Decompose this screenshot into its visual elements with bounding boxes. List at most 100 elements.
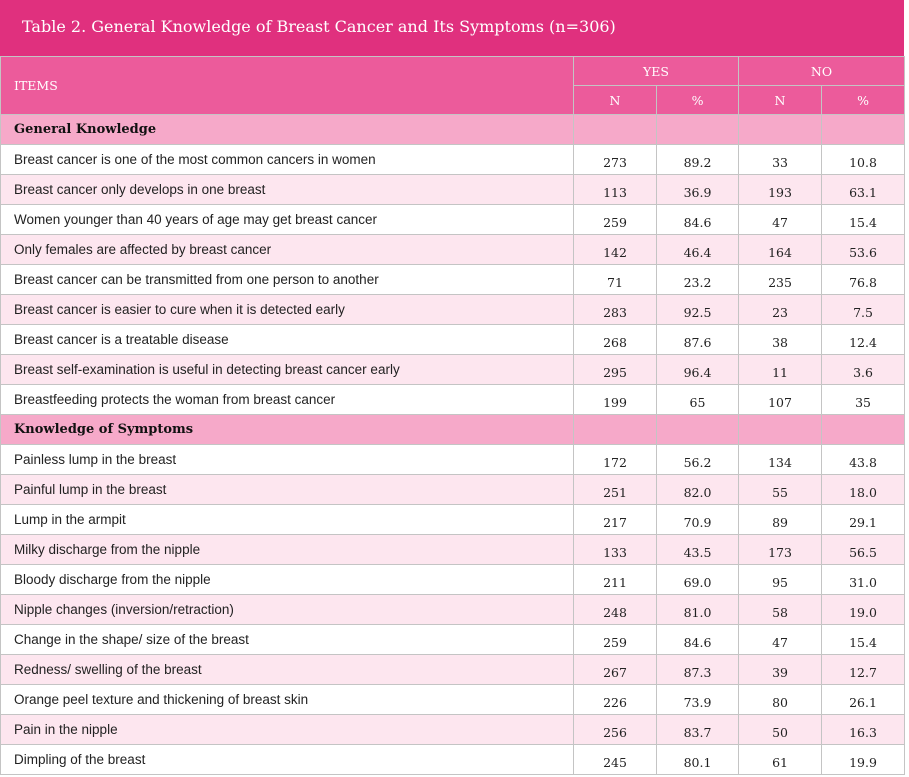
yes-pct-cell: 87.6 bbox=[655, 324, 740, 355]
header-row-1: ITEMS YES NO bbox=[0, 56, 906, 115]
no-n-cell: 164 bbox=[738, 234, 823, 265]
no-n-cell: 89 bbox=[738, 504, 823, 535]
table-row: Women younger than 40 years of age may g… bbox=[0, 204, 906, 235]
yes-n-cell: 133 bbox=[573, 534, 657, 565]
item-cell: Lump in the armpit bbox=[0, 504, 574, 535]
table-row: Breast cancer is easier to cure when it … bbox=[0, 294, 906, 325]
table-row: Bloody discharge from the nipple 211 69.0 9… bbox=[0, 564, 906, 595]
item-cell: Change in the shape/ size of the breast bbox=[0, 624, 574, 655]
item-cell: Breast cancer can be transmitted from on… bbox=[0, 264, 574, 295]
no-pct-cell: 31.0 bbox=[821, 564, 906, 595]
no-n-header: N bbox=[738, 85, 823, 115]
item-cell: Pain in the nipple bbox=[0, 714, 574, 745]
yes-n-cell: 142 bbox=[573, 234, 657, 265]
item-cell: Redness/ swelling of the breast bbox=[0, 654, 574, 685]
no-n-cell: 107 bbox=[738, 384, 823, 415]
no-pct-cell: 18.0 bbox=[821, 474, 906, 505]
section-label: General Knowledge bbox=[0, 114, 574, 145]
no-n-cell: 11 bbox=[738, 354, 823, 385]
yes-n-cell: 251 bbox=[573, 474, 657, 505]
no-pct-cell: 76.8 bbox=[821, 264, 906, 295]
table-row: Breast cancer is a treatable disease 268 8… bbox=[0, 324, 906, 355]
yes-pct-cell: 84.6 bbox=[655, 624, 740, 655]
items-header: ITEMS bbox=[0, 56, 574, 115]
item-cell: Breastfeeding protects the woman from br… bbox=[0, 384, 574, 415]
yes-pct-cell: 92.5 bbox=[655, 294, 740, 325]
yes-n-cell: 268 bbox=[573, 324, 657, 355]
yes-pct-cell: 89.2 bbox=[655, 144, 740, 175]
section-empty-cell bbox=[573, 114, 657, 145]
yes-n-cell: 245 bbox=[573, 744, 657, 775]
yes-pct-cell: 56.2 bbox=[655, 444, 740, 475]
yes-pct-cell: 70.9 bbox=[655, 504, 740, 535]
yes-pct-cell: 23.2 bbox=[655, 264, 740, 295]
yes-pct-cell: 69.0 bbox=[655, 564, 740, 595]
section-empty-cell bbox=[738, 414, 823, 445]
section-empty-cell bbox=[655, 114, 740, 145]
yes-n-cell: 199 bbox=[573, 384, 657, 415]
no-pct-cell: 3.6 bbox=[821, 354, 906, 385]
no-n-cell: 58 bbox=[738, 594, 823, 625]
yes-pct-cell: 84.6 bbox=[655, 204, 740, 235]
table-row: Milky discharge from the nipple 133 43.5 17… bbox=[0, 534, 906, 565]
yes-pct-cell: 46.4 bbox=[655, 234, 740, 265]
yes-pct-cell: 65 bbox=[655, 384, 740, 415]
yes-n-cell: 267 bbox=[573, 654, 657, 685]
item-cell: Breast cancer is one of the most common … bbox=[0, 144, 574, 175]
no-pct-cell: 29.1 bbox=[821, 504, 906, 535]
section-empty-cell bbox=[821, 414, 906, 445]
no-n-cell: 95 bbox=[738, 564, 823, 595]
table-row: Only females are affected by breast canc… bbox=[0, 234, 906, 265]
table-row: Painless lump in the breast 172 56.2 134 43.… bbox=[0, 444, 906, 475]
item-cell: Painful lump in the breast bbox=[0, 474, 574, 505]
item-cell: Orange peel texture and thickening of br… bbox=[0, 684, 574, 715]
table-row: Nipple changes (inversion/retraction) 248… bbox=[0, 594, 906, 625]
no-pct-cell: 56.5 bbox=[821, 534, 906, 565]
table-title: Table 2. General Knowledge of Breast Can… bbox=[22, 17, 616, 36]
item-cell: Bloody discharge from the nipple bbox=[0, 564, 574, 595]
section-empty-cell bbox=[821, 114, 906, 145]
item-cell: Breast cancer is easier to cure when it … bbox=[0, 294, 574, 325]
item-cell: Breast cancer only develops in one breas… bbox=[0, 174, 574, 205]
no-pct-cell: 26.1 bbox=[821, 684, 906, 715]
no-pct-cell: 53.6 bbox=[821, 234, 906, 265]
item-cell: Nipple changes (inversion/retraction) bbox=[0, 594, 574, 625]
table-row: Breastfeeding protects the woman from br… bbox=[0, 384, 906, 415]
table-row: Redness/ swelling of the breast 267 87.3 39… bbox=[0, 654, 906, 685]
no-pct-cell: 12.7 bbox=[821, 654, 906, 685]
yes-pct-cell: 82.0 bbox=[655, 474, 740, 505]
no-n-cell: 38 bbox=[738, 324, 823, 355]
no-pct-cell: 16.3 bbox=[821, 714, 906, 745]
no-pct-cell: 19.9 bbox=[821, 744, 906, 775]
yes-n-cell: 226 bbox=[573, 684, 657, 715]
table-row: Orange peel texture and thickening of br… bbox=[0, 684, 906, 715]
section-empty-cell bbox=[738, 114, 823, 145]
yes-n-cell: 172 bbox=[573, 444, 657, 475]
no-n-cell: 134 bbox=[738, 444, 823, 475]
yes-n-cell: 71 bbox=[573, 264, 657, 295]
table-body: General Knowledge Breast cancer is one of… bbox=[0, 114, 906, 775]
no-pct-cell: 10.8 bbox=[821, 144, 906, 175]
no-pct-header: % bbox=[821, 85, 906, 115]
no-header: NO bbox=[738, 56, 906, 86]
yes-pct-cell: 36.9 bbox=[655, 174, 740, 205]
no-pct-cell: 12.4 bbox=[821, 324, 906, 355]
yes-pct-cell: 96.4 bbox=[655, 354, 740, 385]
yes-pct-header: % bbox=[655, 85, 740, 115]
item-cell: Only females are affected by breast canc… bbox=[0, 234, 574, 265]
no-pct-cell: 43.8 bbox=[821, 444, 906, 475]
yes-pct-cell: 81.0 bbox=[655, 594, 740, 625]
table-row: Breast cancer can be transmitted from on… bbox=[0, 264, 906, 295]
yes-n-cell: 217 bbox=[573, 504, 657, 535]
no-n-cell: 235 bbox=[738, 264, 823, 295]
section-label: Knowledge of Symptoms bbox=[0, 414, 574, 445]
no-n-cell: 23 bbox=[738, 294, 823, 325]
table-row: Breast self-examination is useful in det… bbox=[0, 354, 906, 385]
no-n-cell: 80 bbox=[738, 684, 823, 715]
table-row: Dimpling of the breast 245 80.1 61 19.9 bbox=[0, 744, 906, 775]
no-n-cell: 193 bbox=[738, 174, 823, 205]
item-cell: Dimpling of the breast bbox=[0, 744, 574, 775]
item-cell: Milky discharge from the nipple bbox=[0, 534, 574, 565]
yes-pct-cell: 80.1 bbox=[655, 744, 740, 775]
no-pct-cell: 15.4 bbox=[821, 204, 906, 235]
